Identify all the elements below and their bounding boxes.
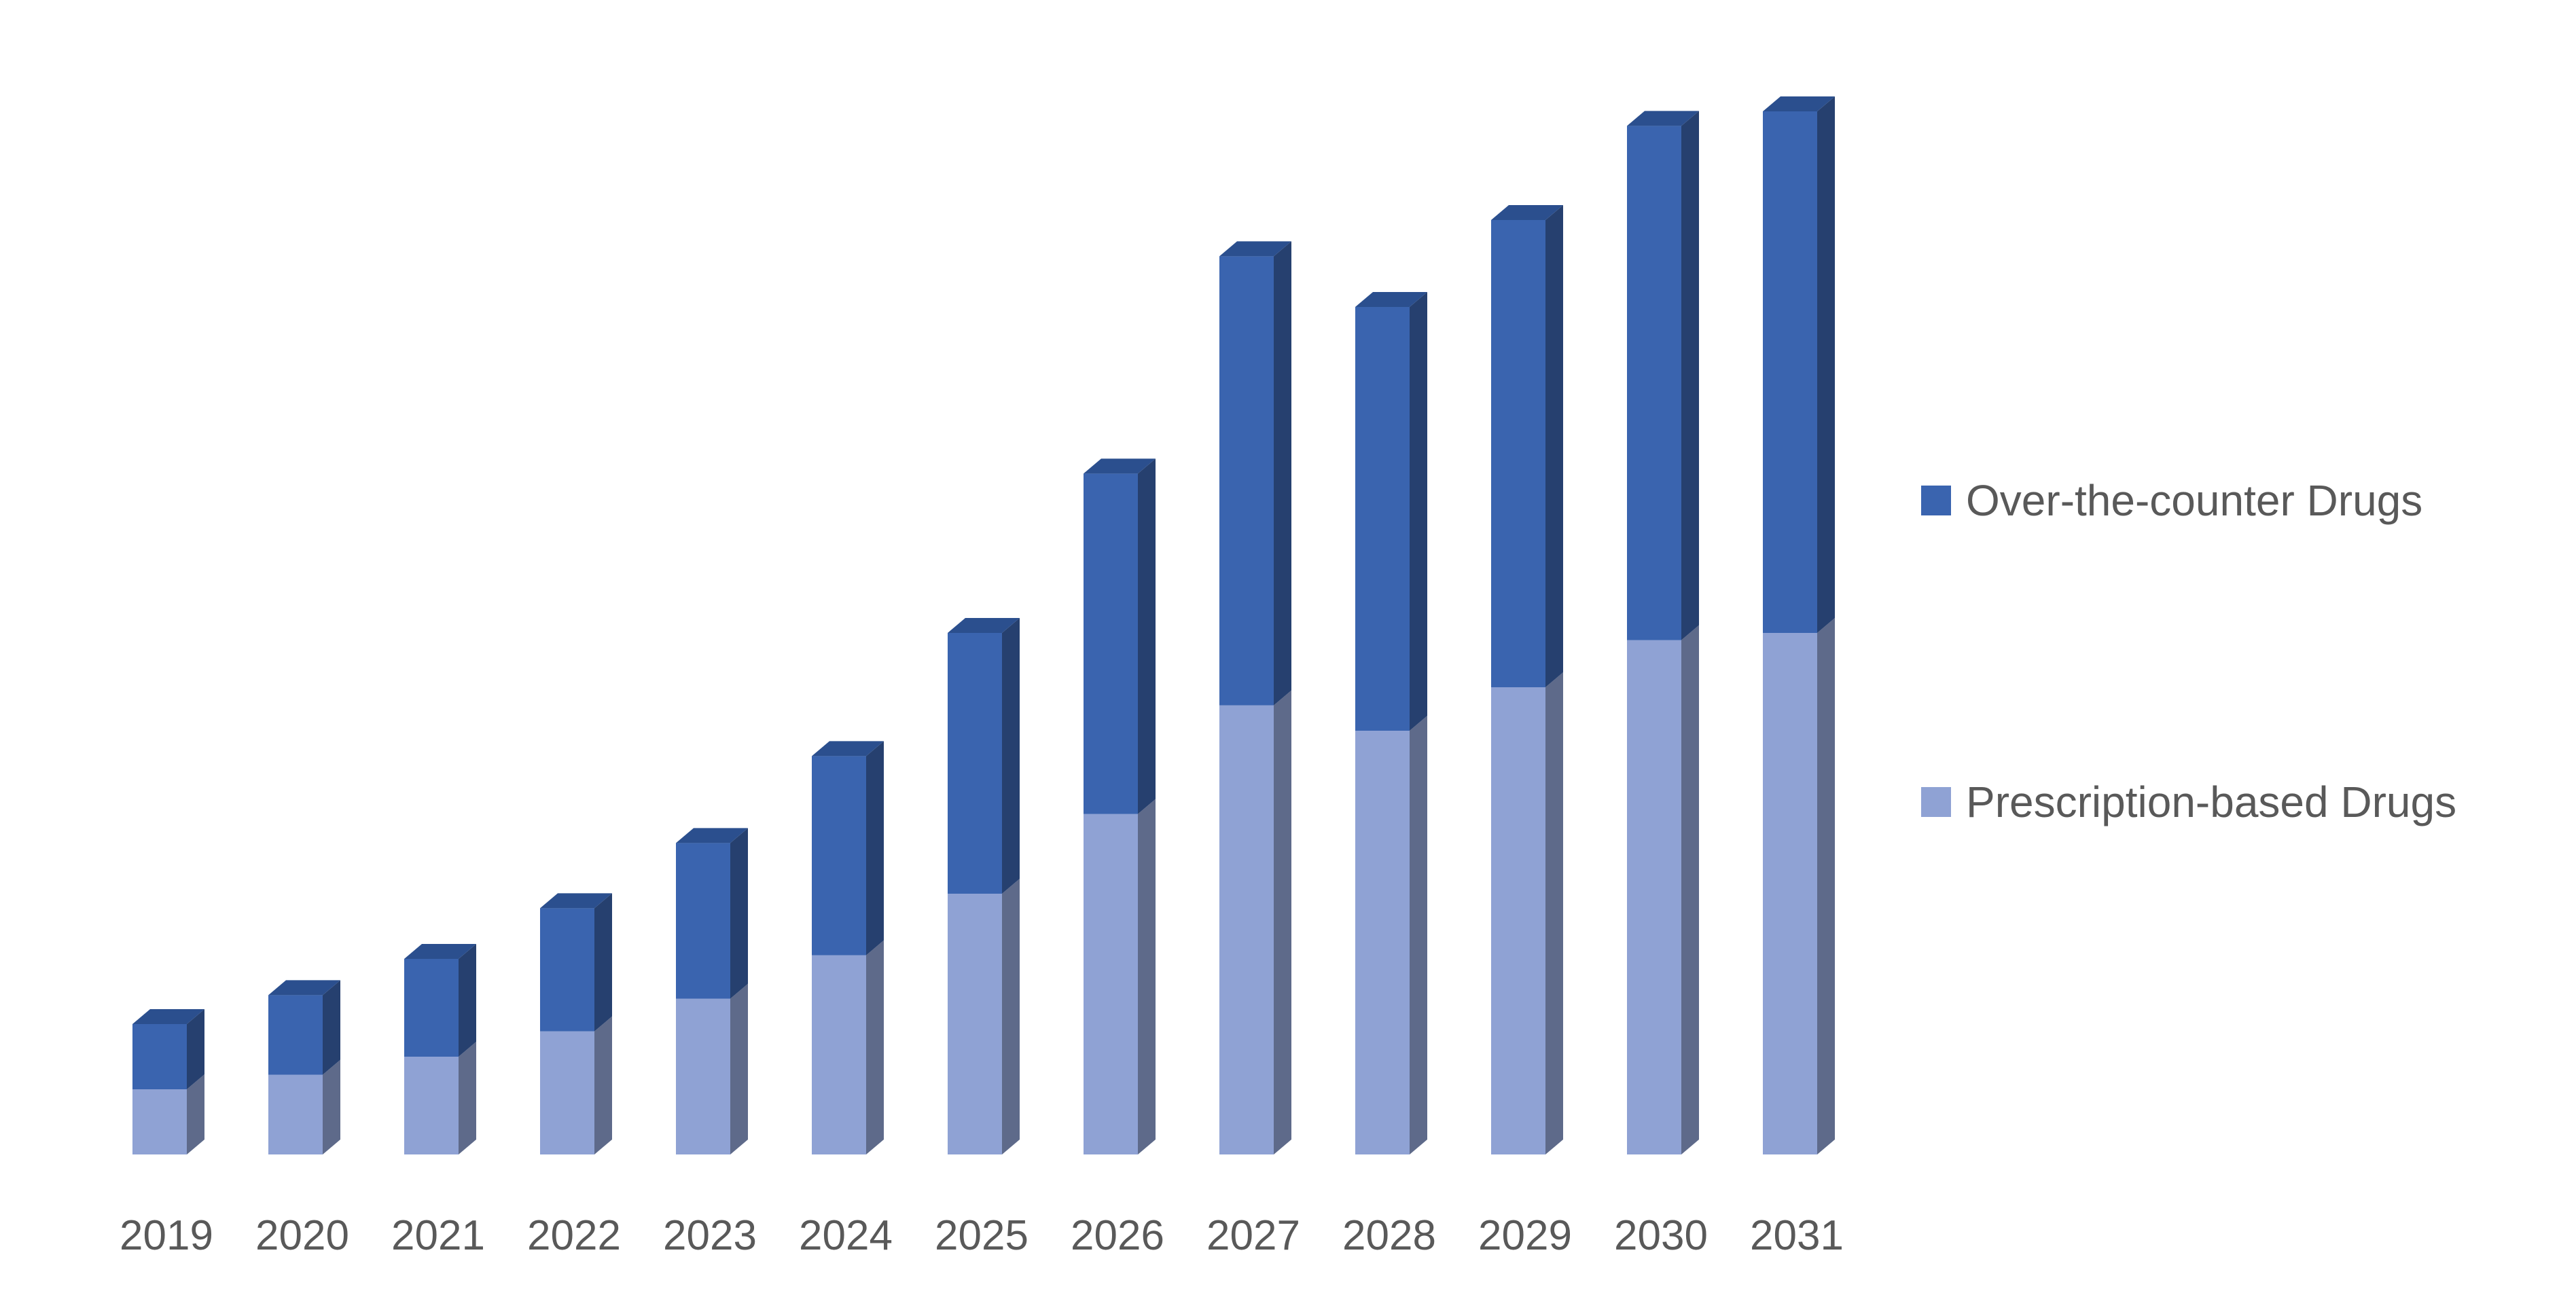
bar-top-over-the-counter-drugs-2030 (1627, 111, 1699, 126)
x-tick-label-2020: 2020 (255, 1212, 349, 1259)
x-tick-label-2031: 2031 (1750, 1212, 1844, 1259)
bar-top-over-the-counter-drugs-2027 (1219, 241, 1291, 257)
bar-side-over-the-counter-drugs-2031 (1817, 96, 1835, 633)
legend-item-over-the-counter: Over-the-counter Drugs (1921, 475, 2422, 526)
bar-prescription-based-drugs-2030 (1627, 640, 1681, 1154)
bar-side-over-the-counter-drugs-2029 (1545, 205, 1563, 687)
bar-top-over-the-counter-drugs-2019 (132, 1009, 204, 1024)
bar-side-prescription-based-drugs-2031 (1817, 618, 1835, 1154)
x-tick-label-2027: 2027 (1206, 1212, 1300, 1259)
bar-top-over-the-counter-drugs-2023 (676, 828, 748, 843)
bar-over-the-counter-drugs-2022 (540, 908, 594, 1032)
bar-side-prescription-based-drugs-2030 (1681, 625, 1699, 1154)
bar-side-over-the-counter-drugs-2030 (1681, 111, 1699, 640)
bar-side-prescription-based-drugs-2023 (730, 983, 748, 1154)
bar-top-over-the-counter-drugs-2021 (404, 944, 476, 959)
bar-prescription-based-drugs-2026 (1084, 814, 1138, 1154)
bar-side-prescription-based-drugs-2022 (594, 1016, 612, 1154)
bar-over-the-counter-drugs-2026 (1084, 473, 1138, 814)
bar-over-the-counter-drugs-2019 (132, 1024, 187, 1089)
bar-side-over-the-counter-drugs-2028 (1410, 292, 1427, 731)
x-tick-label-2019: 2019 (120, 1212, 213, 1259)
bar-prescription-based-drugs-2029 (1491, 687, 1545, 1154)
x-tick-label-2025: 2025 (935, 1212, 1028, 1259)
x-tick-label-2030: 2030 (1614, 1212, 1708, 1259)
bar-prescription-based-drugs-2025 (948, 894, 1002, 1154)
bar-side-over-the-counter-drugs-2022 (594, 893, 612, 1032)
legend-label-over-the-counter: Over-the-counter Drugs (1966, 476, 2423, 525)
bar-prescription-based-drugs-2021 (404, 1057, 459, 1154)
bar-over-the-counter-drugs-2031 (1763, 111, 1817, 633)
bar-over-the-counter-drugs-2029 (1491, 220, 1545, 687)
bar-side-prescription-based-drugs-2025 (1002, 879, 1020, 1154)
x-tick-label-2028: 2028 (1342, 1212, 1436, 1259)
legend-swatch-over-the-counter (1921, 486, 1951, 515)
bar-over-the-counter-drugs-2030 (1627, 126, 1681, 640)
bar-side-prescription-based-drugs-2026 (1138, 799, 1156, 1154)
bar-prescription-based-drugs-2028 (1355, 731, 1410, 1154)
bar-side-prescription-based-drugs-2024 (866, 940, 884, 1154)
bar-over-the-counter-drugs-2028 (1355, 307, 1410, 731)
bar-over-the-counter-drugs-2024 (812, 756, 866, 955)
bar-side-prescription-based-drugs-2028 (1410, 716, 1427, 1154)
bar-top-over-the-counter-drugs-2020 (268, 980, 340, 996)
bar-over-the-counter-drugs-2027 (1219, 256, 1274, 706)
bar-prescription-based-drugs-2024 (812, 955, 866, 1154)
x-tick-label-2023: 2023 (663, 1212, 757, 1259)
bar-prescription-based-drugs-2031 (1763, 633, 1817, 1154)
bar-side-prescription-based-drugs-2020 (323, 1059, 340, 1154)
bar-prescription-based-drugs-2023 (676, 998, 730, 1154)
bar-prescription-based-drugs-2019 (132, 1089, 187, 1154)
bar-prescription-based-drugs-2020 (268, 1074, 323, 1154)
x-tick-label-2024: 2024 (799, 1212, 893, 1259)
bars-group (132, 96, 1835, 1154)
x-tick-label-2021: 2021 (391, 1212, 485, 1259)
bar-side-prescription-based-drugs-2021 (459, 1042, 476, 1154)
bar-side-prescription-based-drugs-2019 (187, 1074, 204, 1154)
bar-side-over-the-counter-drugs-2023 (730, 828, 748, 999)
bar-side-over-the-counter-drugs-2020 (323, 980, 340, 1075)
x-tick-label-2026: 2026 (1071, 1212, 1164, 1259)
bar-top-over-the-counter-drugs-2026 (1084, 458, 1156, 474)
bar-side-over-the-counter-drugs-2024 (866, 741, 884, 955)
bar-over-the-counter-drugs-2021 (404, 959, 459, 1057)
bar-side-over-the-counter-drugs-2027 (1274, 241, 1291, 706)
legend-label-prescription-based: Prescription-based Drugs (1966, 778, 2457, 826)
bar-top-over-the-counter-drugs-2024 (812, 741, 884, 757)
bar-prescription-based-drugs-2027 (1219, 705, 1274, 1154)
bar-side-prescription-based-drugs-2027 (1274, 690, 1291, 1154)
bar-top-over-the-counter-drugs-2028 (1355, 292, 1427, 307)
legend-item-prescription-based: Prescription-based Drugs (1921, 777, 2456, 827)
bar-side-over-the-counter-drugs-2021 (459, 944, 476, 1057)
bar-top-over-the-counter-drugs-2022 (540, 893, 612, 909)
bar-side-over-the-counter-drugs-2026 (1138, 458, 1156, 814)
bar-over-the-counter-drugs-2020 (268, 995, 323, 1075)
bar-over-the-counter-drugs-2023 (676, 843, 730, 999)
bar-top-over-the-counter-drugs-2031 (1763, 96, 1835, 111)
bar-side-prescription-based-drugs-2029 (1545, 672, 1563, 1154)
x-tick-label-2029: 2029 (1478, 1212, 1572, 1259)
bar-top-over-the-counter-drugs-2025 (948, 618, 1020, 633)
x-tick-label-2022: 2022 (527, 1212, 621, 1259)
legend-swatch-prescription-based (1921, 787, 1951, 817)
bar-prescription-based-drugs-2022 (540, 1031, 594, 1154)
bar-top-over-the-counter-drugs-2029 (1491, 205, 1563, 220)
bar-side-over-the-counter-drugs-2025 (1002, 618, 1020, 894)
bar-side-over-the-counter-drugs-2019 (187, 1009, 204, 1089)
bar-over-the-counter-drugs-2025 (948, 633, 1002, 894)
